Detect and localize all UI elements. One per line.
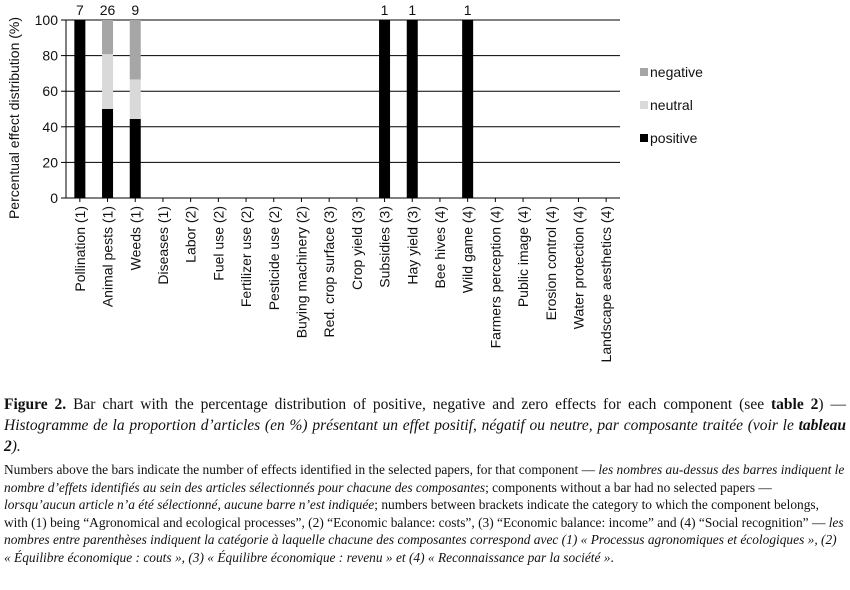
x-axis-labels: Pollination (1) Animal pests (1) Weeds (1)… [72,206,614,362]
notes-part-1-french: les nombres au-dessus des barres indique… [4,462,845,495]
x-tick-label-animal-pests-1: Animal pests (1) [100,206,116,307]
notes-part-3: ; numbers between brackets indicate the … [4,497,829,530]
x-tick-label-diseases-1: Diseases (1) [155,206,171,285]
chart-axes [65,20,620,202]
legend-swatch-positive [640,134,648,142]
bar-subsidies-3-positive [379,20,391,198]
x-tick-label-public-image-4: Public image (4) [515,206,531,307]
legend-label-negative: negative [650,64,703,80]
notes-part-2-french: lorsqu’aucun article n’a été sélectionné… [4,497,375,513]
notes-part-2: ; components without a bar had no select… [485,479,772,495]
y-tick-label-80: 80 [42,48,58,64]
notes-part-3-french: les nombres entre parenthèses indiquent … [4,514,844,565]
x-tick-label-red-crop-surface-3: Red. crop surface (3) [321,206,337,338]
figure-label: Figure 2. [4,396,67,413]
caption-english: Bar chart with the percentage distributi… [66,396,772,413]
y-tick-label-100: 100 [35,12,59,28]
x-tick-label-wild-game-4: Wild game (4) [460,206,476,293]
bar-pollination-1-positive [74,20,86,198]
legend-label-neutral: neutral [650,97,693,113]
x-tick-label-farmers-perception-4: Farmers perception (4) [487,206,503,348]
count-label-subsidies-3: 1 [381,2,389,18]
notes-part-1: Numbers above the bars indicate the numb… [4,462,599,477]
figure-notes: Numbers above the bars indicate the numb… [4,461,846,567]
count-label-animal-pests-1: 26 [100,2,116,18]
x-tick-label-landscape-aesthetics-4: Landscape aesthetics (4) [598,206,614,362]
bar-animal-pests-1-negative [102,20,114,55]
y-axis-label: Percentual effect distribution (%) [6,17,22,219]
bar-weeds-1-positive [129,118,141,198]
x-tick-label-crop-yield-3: Crop yield (3) [349,206,365,290]
x-tick-label-water-protection-4: Water protection (4) [570,206,586,329]
chart-legend: negative neutral positive [640,64,703,146]
legend-swatch-neutral [640,101,648,109]
table-reference: table 2 [771,396,819,413]
count-label-pollination-1: 7 [76,2,84,18]
x-tick-label-bee-hives-4: Bee hives (4) [432,206,448,288]
x-tick-label-weeds-1: Weeds (1) [127,206,143,270]
bar-hay-yield-3-positive [406,20,418,198]
chart-grid [66,19,620,163]
y-tick-label-0: 0 [50,190,58,206]
y-tick-label-20: 20 [42,154,58,170]
x-tick-label-buying-machinery-2: Buying machinery (2) [293,206,309,338]
count-label-weeds-1: 9 [131,2,139,18]
x-tick-label-labor-2: Labor (2) [183,206,199,263]
count-label-hay-yield-3: 1 [408,2,416,18]
legend-swatch-negative [640,68,648,76]
y-tick-label-40: 40 [42,119,58,135]
notes-end: . [610,549,614,565]
x-tick-label-hay-yield-3: Hay yield (3) [404,206,420,285]
x-tick-label-pollination-1: Pollination (1) [72,206,88,292]
caption-french: Histogramme de la proportion d’articles … [4,417,799,434]
chart-bars [74,20,474,198]
caption-end: ). [11,438,21,455]
y-axis-ticks: 0 20 40 60 80 100 [35,12,66,206]
y-tick-label-60: 60 [42,83,58,99]
bar-animal-pests-1-neutral [102,54,114,109]
bar-wild-game-4-positive [462,20,474,198]
x-tick-label-subsidies-3: Subsidies (3) [377,206,393,288]
count-label-wild-game-4: 1 [464,2,472,18]
bar-weeds-1-neutral [129,79,141,119]
table-reference-french: tableau 2 [4,417,846,455]
caption-separator: ) — [818,396,846,413]
bar-chart: 0 20 40 60 80 100 Pollination (1) Animal pests… [6,2,703,362]
figure-caption: Figure 2. Bar chart with the percentage … [4,394,846,457]
bar-animal-pests-1-positive [102,109,114,198]
x-tick-label-erosion-control-4: Erosion control (4) [543,206,559,320]
legend-label-positive: positive [650,130,698,146]
x-tick-label-fertilizer-use-2: Fertilizer use (2) [238,206,254,307]
x-tick-label-fuel-use-2: Fuel use (2) [210,206,226,281]
bar-count-labels: 7 26 9 1 1 1 [76,2,472,18]
bar-weeds-1-negative [129,20,141,80]
x-tick-label-pesticide-use-2: Pesticide use (2) [266,206,282,310]
